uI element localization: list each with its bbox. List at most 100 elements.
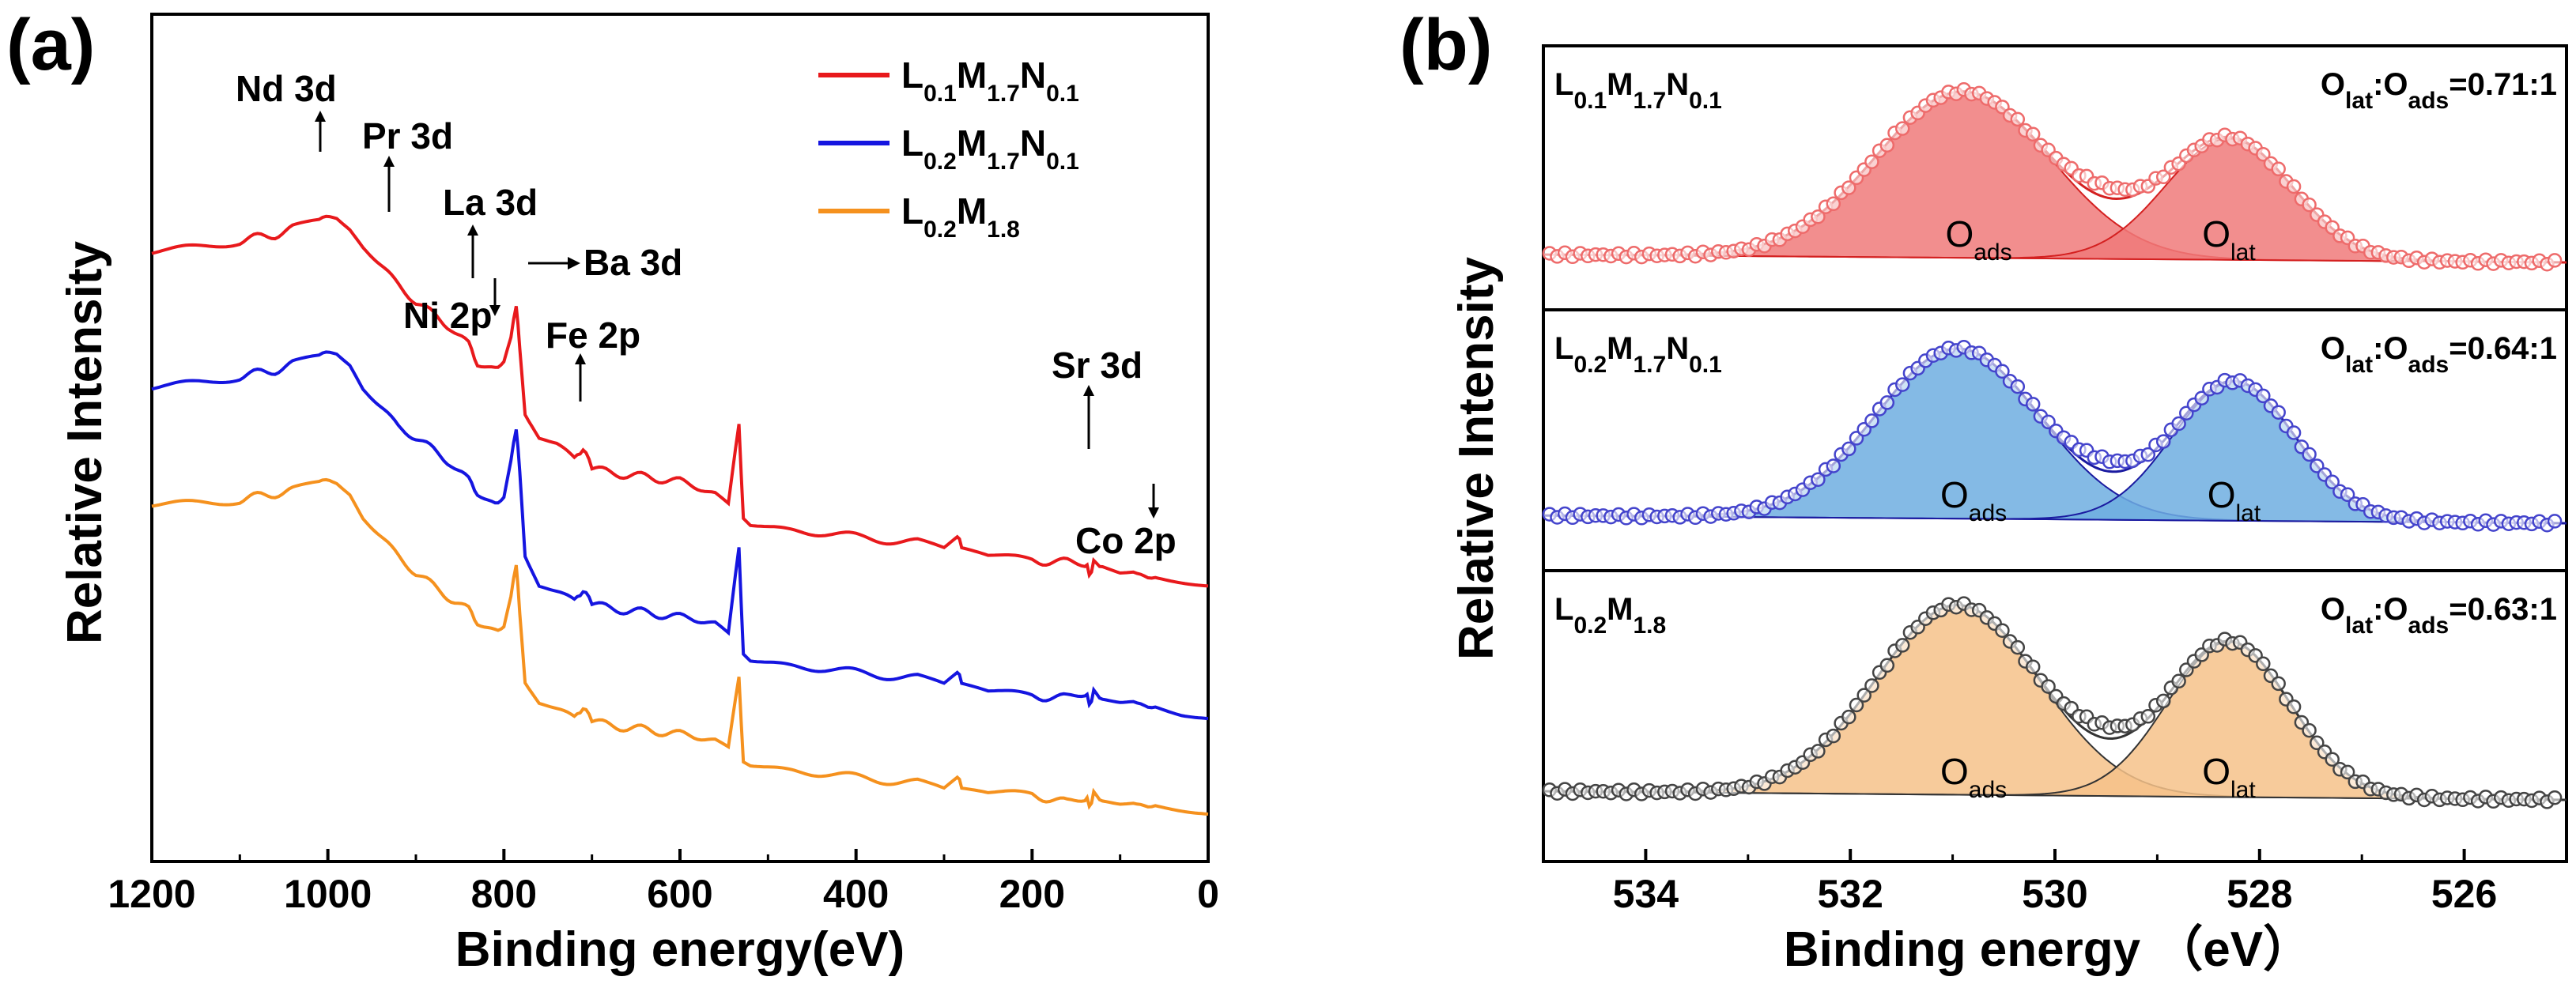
- ratio-label: Olat:Oads=0.63:1: [2321, 592, 2557, 639]
- annotation-arrowhead: [489, 305, 500, 316]
- data-point: [1841, 180, 1856, 195]
- data-point: [1864, 413, 1879, 428]
- subplot-1: Oads Olat L0.1M1.7N0.1 Olat:Oads=0.71:1: [1542, 67, 2567, 272]
- data-point: [2010, 111, 2026, 127]
- panel-a-legend: L0.1M1.7N0.1 L0.2M1.7N0.1 L0.2M1.8: [818, 55, 1079, 243]
- subplot-2: Oads Olat L0.2M1.7N0.1 Olat:Oads=0.64:1: [1542, 308, 2567, 533]
- annotation-arrowhead: [467, 224, 478, 236]
- panel-b-y-axis-title: Relative Intensity: [1449, 257, 1504, 660]
- annotation-label: Nd 3d: [236, 68, 337, 109]
- legend-entry: L0.1M1.7N0.1: [901, 55, 1079, 107]
- panel-a: (a) 1200 1000 800 600 400 200 0 Nd 3d Pr 3d La 3…: [6, 5, 1219, 977]
- data-point: [2547, 514, 2563, 529]
- data-point: [2340, 487, 2355, 503]
- data-point: [2025, 126, 2041, 142]
- annotation-label: Pr 3d: [362, 115, 453, 156]
- data-point: [2286, 179, 2302, 194]
- panel-b-tag: (b): [1399, 5, 1492, 85]
- legend-entry: L0.2M1.7N0.1: [901, 123, 1079, 175]
- data-point: [2171, 673, 2186, 689]
- series-line-L0.2M1.8: [151, 477, 1209, 816]
- data-point: [1894, 377, 1910, 392]
- panel-b-x-tick-label: 528: [2227, 872, 2292, 916]
- data-point: [1811, 472, 1826, 487]
- panel-b-x-axis-title: Binding energy （eV）: [1784, 922, 2312, 977]
- panel-b: (b) Oads Olat L0.1M1.7N0.1 Olat:Oads=0.71:1…: [1399, 5, 2568, 977]
- panel-a-frame: [150, 13, 1210, 863]
- data-point: [2286, 699, 2302, 715]
- annotation-label: Fe 2p: [546, 315, 640, 356]
- data-point: [2256, 146, 2271, 162]
- panel-a-annotations: Nd 3d Pr 3d La 3d Ba 3d Ni 2p Fe 2p Sr 3d Co 2p: [236, 68, 1177, 561]
- data-point: [2256, 388, 2271, 404]
- panel-b-x-tick-label: 530: [2022, 872, 2087, 916]
- panel-a-x-axis-title: Binding energy(eV): [455, 922, 905, 977]
- panel-a-series: [151, 214, 1209, 816]
- peak-label: Oads: [1945, 213, 2011, 266]
- annotation-label: Co 2p: [1075, 520, 1177, 561]
- annotation-arrowhead: [383, 156, 395, 167]
- data-point: [2325, 474, 2340, 490]
- panel-a-x-tick-label: 800: [471, 872, 537, 916]
- data-point: [2194, 390, 2209, 405]
- data-point: [2025, 659, 2041, 674]
- data-point: [2256, 656, 2271, 672]
- data-point: [2271, 161, 2286, 177]
- data-point: [1841, 441, 1856, 457]
- annotation-label: Ni 2p: [403, 295, 492, 336]
- legend-entry: L0.2M1.8: [901, 190, 1020, 243]
- data-point: [2340, 764, 2355, 780]
- data-point: [2271, 676, 2286, 692]
- panel-a-tag: (a): [6, 5, 95, 85]
- panel-b-x-tick-label: 532: [1817, 872, 1883, 916]
- data-point: [2310, 735, 2325, 751]
- data-point: [1879, 138, 1895, 153]
- data-point: [1826, 458, 1841, 473]
- annotation-label: La 3d: [443, 182, 538, 223]
- annotation-arrowhead: [315, 111, 326, 122]
- data-point: [2041, 414, 2056, 430]
- data-point: [2325, 752, 2340, 767]
- annotation-arrowhead: [568, 257, 580, 270]
- panel-b-x-ticks: 534 532 530 528 526: [1542, 849, 2568, 916]
- ratio-label: Olat:Oads=0.64:1: [2321, 331, 2557, 378]
- data-point: [1826, 728, 1841, 744]
- data-point: [1811, 744, 1826, 759]
- panel-b-x-tick-label: 526: [2431, 872, 2497, 916]
- panel-a-x-tick-label: 600: [647, 872, 712, 916]
- panel-a-x-tick-label: 1200: [108, 872, 195, 916]
- data-point: [2302, 447, 2317, 462]
- data-point: [1995, 364, 2010, 379]
- data-point: [1826, 196, 1841, 212]
- data-point: [2041, 679, 2056, 694]
- data-point: [2010, 379, 2026, 394]
- data-point: [2025, 397, 2041, 412]
- series-line-L0.1M1.7N0.1: [151, 214, 1209, 588]
- data-point: [2155, 169, 2171, 185]
- annotation-label: Ba 3d: [584, 242, 682, 283]
- data-point: [2286, 425, 2302, 440]
- sample-label: L0.2M1.7N0.1: [1554, 331, 1722, 378]
- data-point: [1841, 709, 1856, 725]
- peak-label: Olat: [2202, 213, 2256, 266]
- data-point: [2302, 722, 2317, 738]
- data-point: [1849, 697, 1864, 713]
- peak-label: Oads: [1940, 751, 2007, 803]
- data-point: [1894, 638, 1910, 653]
- series-line-L0.2M1.7N0.1: [151, 350, 1209, 721]
- data-point: [2155, 434, 2171, 449]
- data-point: [2140, 709, 2156, 724]
- peak-label: Olat: [2202, 751, 2256, 803]
- data-point: [1879, 658, 1895, 673]
- annotation-label: Sr 3d: [1052, 345, 1143, 386]
- panel-a-x-tick-label: 1000: [284, 872, 372, 916]
- data-point: [2171, 416, 2186, 432]
- peak-label: Olat: [2208, 474, 2261, 526]
- data-point: [1811, 209, 1826, 224]
- panel-a-y-axis-title: Relative Intensity: [58, 241, 112, 644]
- data-point: [2547, 790, 2563, 805]
- annotation-arrowhead: [1083, 385, 1094, 396]
- data-point: [1879, 395, 1895, 410]
